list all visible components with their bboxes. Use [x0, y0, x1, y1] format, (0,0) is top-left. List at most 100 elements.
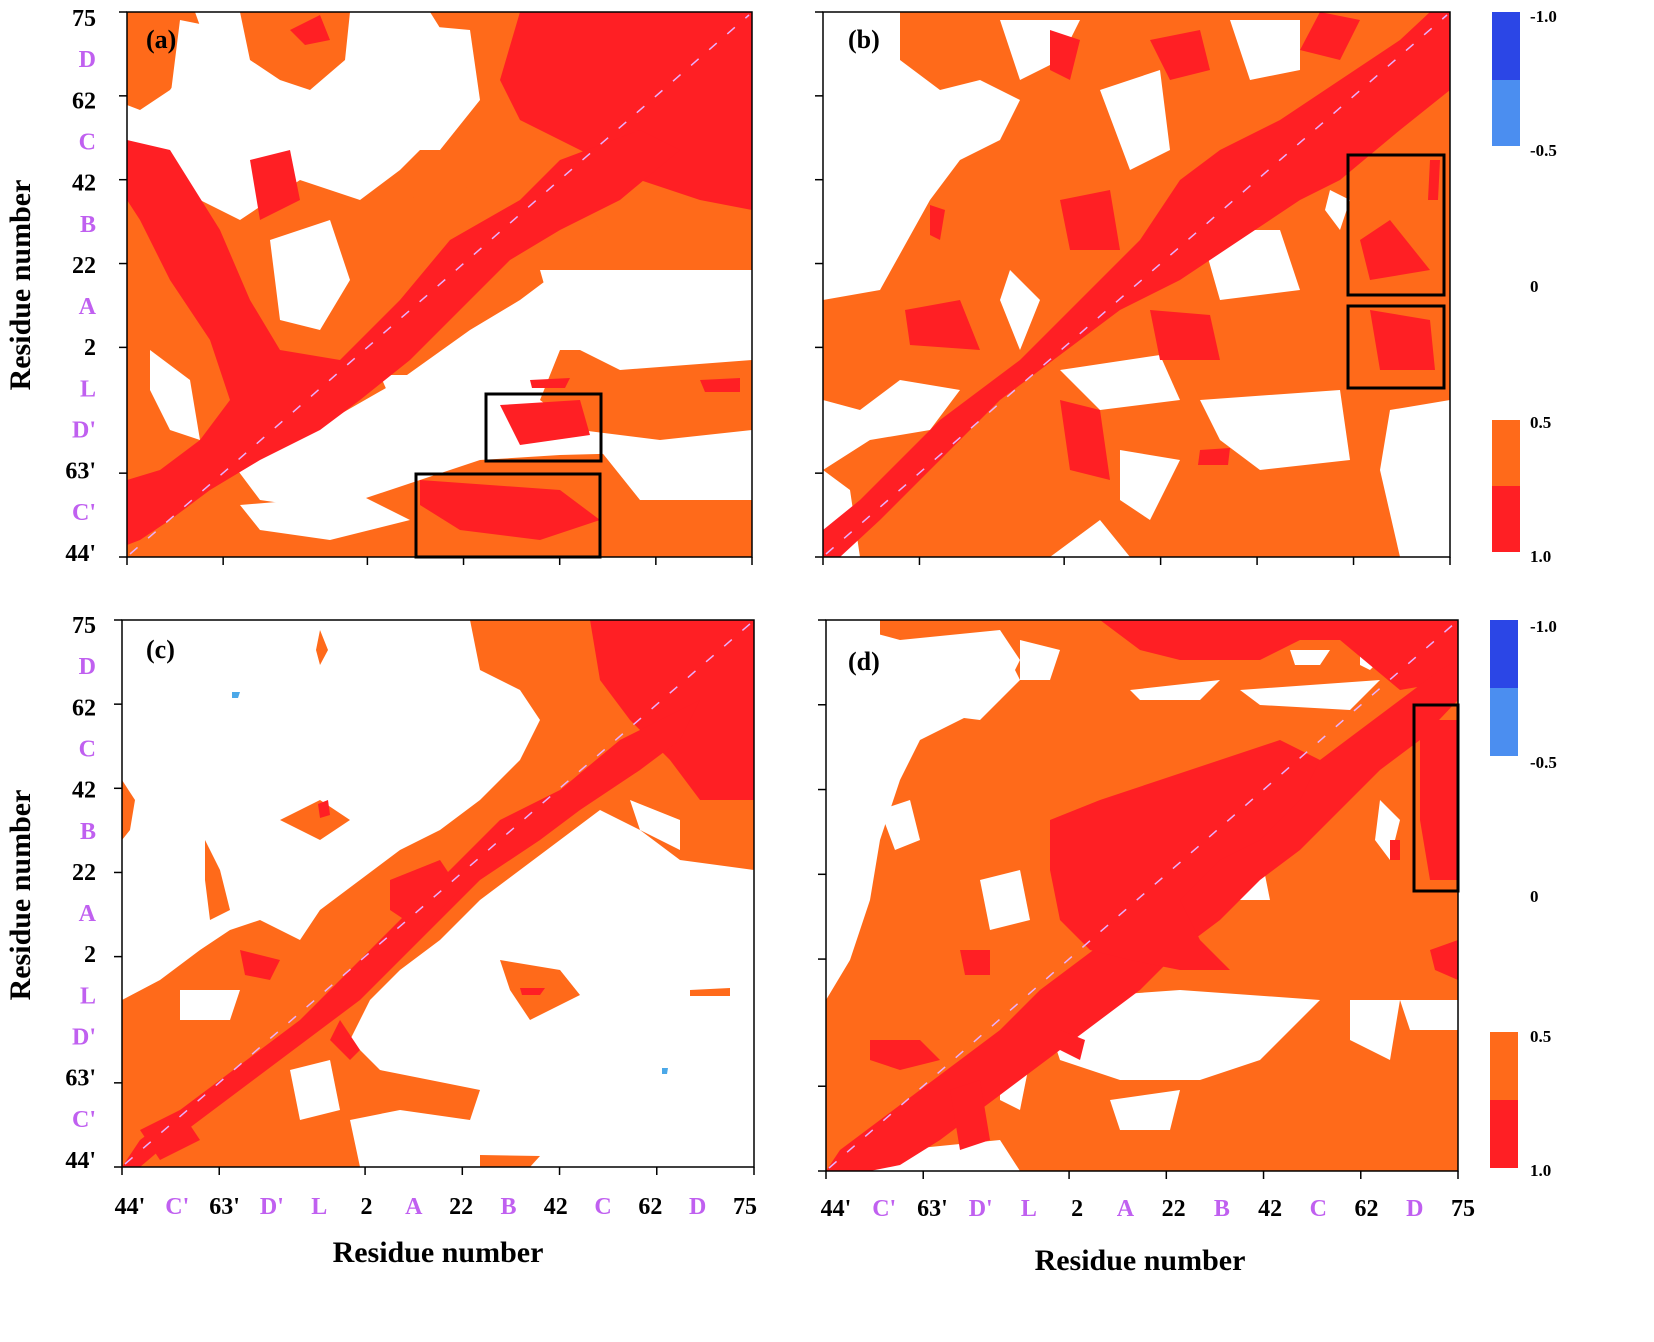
x-tick-label: L [1021, 1196, 1037, 1222]
highlight-box [414, 472, 602, 559]
panel-label-a: (a) [146, 25, 176, 54]
colorbar-tick: -1.0 [1530, 7, 1557, 26]
y-tick-label: L [80, 376, 96, 402]
x-tick-label: D' [969, 1196, 993, 1222]
x-tick-label: 2 [361, 1194, 373, 1220]
x-tick-label: B [1214, 1196, 1230, 1222]
y-tick-label: 22 [72, 253, 96, 279]
panel-a: (a) 44' C' 63' D' L 2 A 22 B 42 C 62 D 75 Residue num… [4, 6, 753, 567]
colorbar-tick: -0.5 [1530, 141, 1557, 160]
y-tick-label: C [79, 736, 96, 762]
x-tick-label: A [405, 1194, 423, 1220]
colorbar-tick: 1.0 [1530, 547, 1551, 566]
x-axis-title-c: Residue number [333, 1236, 544, 1269]
panel-b: (b) [822, 11, 1451, 558]
y-tick-label: D' [72, 1025, 96, 1051]
panel-label-d: (d) [848, 647, 880, 676]
x-tick-label: 62 [638, 1194, 662, 1220]
heatmap-b [823, 12, 1450, 557]
x-tick-label: D [1406, 1196, 1423, 1222]
y-tick-label: D [79, 47, 96, 73]
x-tick-label: C' [165, 1194, 189, 1220]
x-tick-label: C' [872, 1196, 896, 1222]
y-tick-label: A [79, 294, 97, 320]
colorbar-swatch-red [1490, 1100, 1518, 1168]
y-tick-label: D' [72, 418, 96, 444]
heatmap-d [826, 620, 1458, 1171]
y-tick-label: 42 [72, 778, 96, 804]
heatmap-a [127, 12, 752, 557]
plot-frame-b [822, 11, 1451, 558]
y-axis-title-a: Residue number [4, 180, 37, 391]
x-tick-label: 44' [115, 1194, 146, 1220]
colorbar-swatch-lightblue [1490, 688, 1518, 756]
panel-label-c: (c) [146, 635, 175, 664]
y-tick-label: 2 [84, 335, 96, 361]
y-tick-labels-c: 44' C' 63' D' L 2 A 22 B 42 C 62 D 75 [65, 613, 96, 1174]
colorbar-tick: 0.5 [1530, 1027, 1551, 1046]
y-axis-title-c: Residue number [4, 790, 37, 1001]
x-tick-label: 42 [544, 1194, 568, 1220]
colorbar-swatch-lightblue [1492, 80, 1520, 146]
colorbar-tick: 0.5 [1530, 413, 1551, 432]
panel-label-b: (b) [848, 25, 880, 54]
x-tick-label: D' [260, 1194, 284, 1220]
y-tick-label: C' [72, 1107, 96, 1133]
colorbar-bottom: -1.0 -0.5 0 0.5 1.0 [1490, 617, 1557, 1180]
y-tick-label: 75 [72, 6, 96, 32]
y-tick-label: 42 [72, 171, 96, 197]
y-tick-label: 22 [72, 860, 96, 886]
x-tick-label: A [1117, 1196, 1135, 1222]
colorbar-swatch-blue [1490, 620, 1518, 688]
y-tick-label: 44' [65, 1148, 96, 1174]
colorbar-tick: 0 [1530, 887, 1539, 906]
colorbar-swatch-red [1492, 486, 1520, 552]
y-tick-label: 63' [65, 459, 96, 485]
y-tick-label: 44' [65, 541, 96, 567]
x-tick-label: C [1310, 1196, 1327, 1222]
panel-c: (c) 44' C' 63' D' L 2 A 22 B 42 C 62 D 75 Residue num… [4, 613, 757, 1269]
y-tick-label: 2 [84, 942, 96, 968]
y-tick-label: 62 [72, 695, 96, 721]
x-tick-label: 22 [449, 1194, 473, 1220]
colorbar-tick: -1.0 [1530, 617, 1557, 636]
y-tick-label: C [79, 129, 96, 155]
highlight-box [1346, 304, 1446, 390]
x-tick-label: B [500, 1194, 516, 1220]
x-tick-label: 22 [1162, 1196, 1186, 1222]
x-tick-label: 75 [1451, 1196, 1475, 1222]
x-tick-labels-c: 44' C' 63' D' L 2 A 22 B 42 C 62 D 75 [115, 1194, 757, 1220]
highlight-box [484, 392, 603, 463]
y-tick-label: 75 [72, 613, 96, 639]
colorbar-tick: 1.0 [1530, 1161, 1551, 1180]
plot-frame-d [825, 619, 1459, 1172]
x-tick-label: 63' [917, 1196, 948, 1222]
tick-marks [114, 11, 1459, 1179]
x-tick-label: 2 [1071, 1196, 1083, 1222]
y-tick-label: C' [72, 500, 96, 526]
x-tick-label: 42 [1258, 1196, 1282, 1222]
x-tick-label: 44' [821, 1196, 852, 1222]
x-tick-labels-d: 44' C' 63' D' L 2 A 22 B 42 C 62 D 75 [821, 1196, 1475, 1222]
colorbar-top: -1.0 -0.5 0 0.5 1.0 [1492, 7, 1557, 566]
y-tick-label: B [80, 212, 96, 238]
x-axis-title-d: Residue number [1035, 1244, 1246, 1277]
highlight-box [1346, 153, 1446, 297]
x-tick-label: C [594, 1194, 611, 1220]
y-tick-label: 63' [65, 1066, 96, 1092]
x-tick-label: D [689, 1194, 706, 1220]
y-tick-label: D [79, 654, 96, 680]
plot-frame-c [121, 619, 755, 1168]
colorbar-swatch-orange [1492, 420, 1520, 486]
colorbar-swatch-blue [1492, 12, 1520, 80]
y-tick-label: B [80, 819, 96, 845]
y-tick-label: L [80, 983, 96, 1009]
colorbar-tick: -0.5 [1530, 753, 1557, 772]
colorbar-swatch-orange [1490, 1032, 1518, 1100]
x-tick-label: L [311, 1194, 327, 1220]
highlight-box [1412, 703, 1460, 893]
y-tick-labels-a: 44' C' 63' D' L 2 A 22 B 42 C 62 D 75 [65, 6, 96, 567]
panel-d: (d) 44' C' 63' D' L 2 A 22 B 42 C 62 D 75 Residue num… [821, 619, 1475, 1277]
y-tick-label: 62 [72, 88, 96, 114]
